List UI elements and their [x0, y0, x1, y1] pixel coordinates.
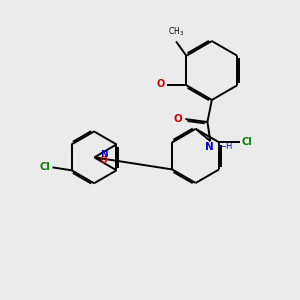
Text: N: N	[205, 142, 214, 152]
Text: O: O	[174, 114, 182, 124]
Text: Cl: Cl	[39, 162, 50, 172]
Text: O: O	[100, 156, 107, 165]
Text: N: N	[100, 150, 107, 159]
Text: O: O	[157, 79, 165, 89]
Text: Cl: Cl	[241, 137, 252, 147]
Text: −H: −H	[219, 142, 232, 151]
Text: CH$_3$: CH$_3$	[168, 26, 184, 38]
